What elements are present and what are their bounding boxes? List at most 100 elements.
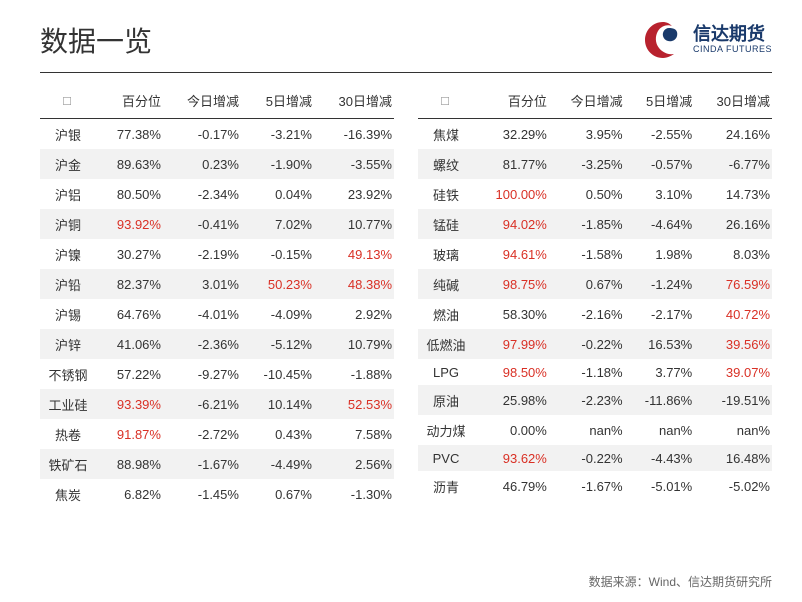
table-cell: -1.67%	[549, 471, 625, 501]
table-cell: 41.06%	[96, 329, 163, 359]
table-cell: 39.56%	[694, 329, 772, 359]
table-cell: 3.10%	[625, 179, 695, 209]
left-table: 百分位今日增减5日增减30日增减 沪银77.38%-0.17%-3.21%-16…	[40, 85, 394, 509]
table-cell: 58.30%	[474, 299, 549, 329]
page-title: 数据一览	[40, 20, 152, 60]
table-cell: -1.30%	[314, 479, 394, 509]
table-cell: 0.23%	[163, 149, 241, 179]
column-header: 30日增减	[694, 85, 772, 119]
table-cell: 0.04%	[241, 179, 314, 209]
table-cell: -1.88%	[314, 359, 394, 389]
table-cell: 2.92%	[314, 299, 394, 329]
column-header: 今日增减	[549, 85, 625, 119]
table-cell: 0.67%	[549, 269, 625, 299]
table-cell: 沪铝	[40, 179, 96, 209]
logo-text-cn: 信达期货	[693, 25, 772, 45]
table-cell: -0.41%	[163, 209, 241, 239]
table-row: 沥青46.79%-1.67%-5.01%-5.02%	[418, 471, 772, 501]
table-cell: 10.14%	[241, 389, 314, 419]
table-cell: 锰硅	[418, 209, 474, 239]
table-cell: 46.79%	[474, 471, 549, 501]
logo-text-en: CINDA FUTURES	[693, 45, 772, 55]
column-header: 5日增减	[241, 85, 314, 119]
table-cell: 25.98%	[474, 385, 549, 415]
table-cell: 91.87%	[96, 419, 163, 449]
table-cell: LPG	[418, 359, 474, 385]
table-cell: 硅铁	[418, 179, 474, 209]
table-cell: 纯碱	[418, 269, 474, 299]
table-cell: -4.43%	[625, 445, 695, 471]
table-cell: 64.76%	[96, 299, 163, 329]
table-cell: 93.62%	[474, 445, 549, 471]
table-cell: 16.48%	[694, 445, 772, 471]
table-cell: 0.00%	[474, 415, 549, 445]
table-cell: 沪锌	[40, 329, 96, 359]
table-cell: 热卷	[40, 419, 96, 449]
column-header	[418, 85, 474, 119]
table-row: 沪金89.63%0.23%-1.90%-3.55%	[40, 149, 394, 179]
table-cell: 8.03%	[694, 239, 772, 269]
table-row: 燃油58.30%-2.16%-2.17%40.72%	[418, 299, 772, 329]
table-cell: 98.50%	[474, 359, 549, 385]
table-cell: -2.23%	[549, 385, 625, 415]
table-cell: 3.01%	[163, 269, 241, 299]
table-cell: -3.55%	[314, 149, 394, 179]
table-cell: 76.59%	[694, 269, 772, 299]
table-row: 沪锌41.06%-2.36%-5.12%10.79%	[40, 329, 394, 359]
column-header: 30日增减	[314, 85, 394, 119]
table-cell: 不锈钢	[40, 359, 96, 389]
table-cell: 3.77%	[625, 359, 695, 385]
table-cell: -5.12%	[241, 329, 314, 359]
table-cell: -10.45%	[241, 359, 314, 389]
table-cell: 低燃油	[418, 329, 474, 359]
table-row: 热卷91.87%-2.72%0.43%7.58%	[40, 419, 394, 449]
table-cell: nan%	[549, 415, 625, 445]
table-cell: 工业硅	[40, 389, 96, 419]
table-cell: -9.27%	[163, 359, 241, 389]
table-cell: 80.50%	[96, 179, 163, 209]
column-header: 百分位	[474, 85, 549, 119]
table-cell: 7.58%	[314, 419, 394, 449]
table-cell: -0.17%	[163, 119, 241, 150]
table-cell: 40.72%	[694, 299, 772, 329]
table-cell: -4.09%	[241, 299, 314, 329]
right-table: 百分位今日增减5日增减30日增减 焦煤32.29%3.95%-2.55%24.1…	[418, 85, 772, 501]
table-cell: 沪银	[40, 119, 96, 150]
table-cell: 3.95%	[549, 119, 625, 150]
table-cell: -0.22%	[549, 445, 625, 471]
column-header: 5日增减	[625, 85, 695, 119]
table-cell: 7.02%	[241, 209, 314, 239]
table-cell: 焦煤	[418, 119, 474, 150]
table-cell: 23.92%	[314, 179, 394, 209]
table-row: 纯碱98.75%0.67%-1.24%76.59%	[418, 269, 772, 299]
table-row: 沪铜93.92%-0.41%7.02%10.77%	[40, 209, 394, 239]
table-cell: 50.23%	[241, 269, 314, 299]
table-row: 工业硅93.39%-6.21%10.14%52.53%	[40, 389, 394, 419]
table-cell: -5.02%	[694, 471, 772, 501]
table-cell: -2.16%	[549, 299, 625, 329]
table-cell: 24.16%	[694, 119, 772, 150]
table-cell: nan%	[694, 415, 772, 445]
table-cell: 燃油	[418, 299, 474, 329]
table-cell: 沥青	[418, 471, 474, 501]
table-cell: -3.25%	[549, 149, 625, 179]
table-cell: -0.57%	[625, 149, 695, 179]
right-table-container: 百分位今日增减5日增减30日增减 焦煤32.29%3.95%-2.55%24.1…	[418, 85, 772, 509]
table-cell: 10.77%	[314, 209, 394, 239]
table-cell: PVC	[418, 445, 474, 471]
table-cell: 沪铅	[40, 269, 96, 299]
table-row: 硅铁100.00%0.50%3.10%14.73%	[418, 179, 772, 209]
table-cell: 32.29%	[474, 119, 549, 150]
table-cell: 螺纹	[418, 149, 474, 179]
table-cell: -1.85%	[549, 209, 625, 239]
table-cell: -2.34%	[163, 179, 241, 209]
table-cell: -2.36%	[163, 329, 241, 359]
table-cell: nan%	[625, 415, 695, 445]
table-row: 铁矿石88.98%-1.67%-4.49%2.56%	[40, 449, 394, 479]
table-cell: 沪镍	[40, 239, 96, 269]
table-row: 焦炭6.82%-1.45%0.67%-1.30%	[40, 479, 394, 509]
table-row: 动力煤0.00%nan%nan%nan%	[418, 415, 772, 445]
logo: 信达期货 CINDA FUTURES	[641, 18, 772, 62]
table-cell: 沪金	[40, 149, 96, 179]
table-cell: 97.99%	[474, 329, 549, 359]
